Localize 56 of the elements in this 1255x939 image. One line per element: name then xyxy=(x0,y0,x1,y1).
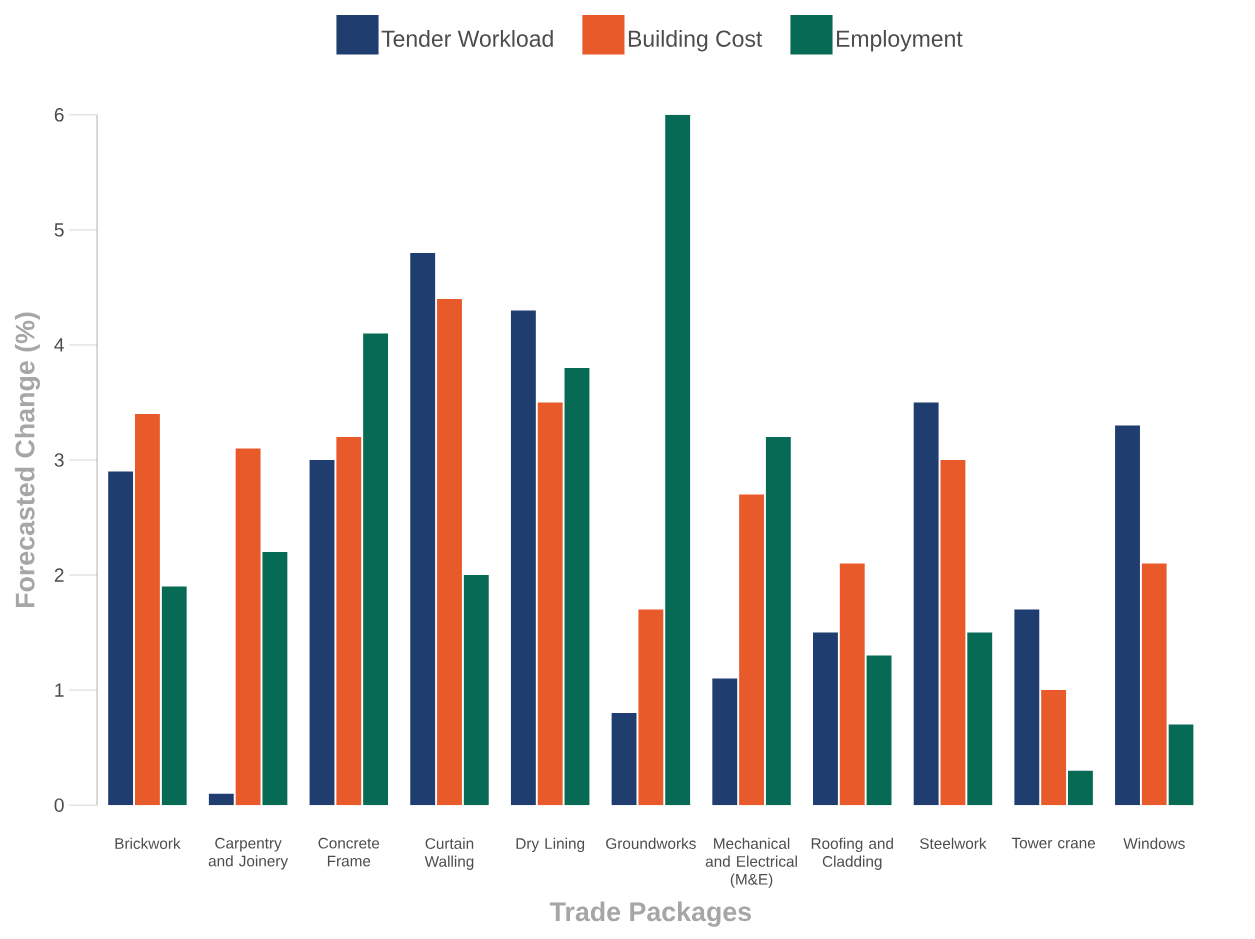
bar xyxy=(363,333,389,806)
y-tick-label: 4 xyxy=(54,338,64,352)
bar xyxy=(1041,690,1067,806)
bar xyxy=(813,632,838,806)
bar xyxy=(437,298,462,806)
bar xyxy=(208,793,234,806)
bar xyxy=(336,436,362,806)
y-axis-title: Forecasted Change (%) xyxy=(14,312,40,608)
bar xyxy=(134,413,160,806)
bar xyxy=(712,678,738,806)
bar xyxy=(1141,563,1167,806)
x-tick-label: Tower crane xyxy=(1011,837,1096,849)
bar xyxy=(967,632,993,806)
x-tick-label: Windows xyxy=(1123,837,1185,849)
legend-label: Employment xyxy=(836,29,963,52)
bar xyxy=(839,563,865,806)
y-tick-label: 3 xyxy=(54,453,64,467)
bar xyxy=(913,402,939,806)
y-tick-label: 1 xyxy=(55,683,64,697)
bar xyxy=(1014,609,1040,806)
bar xyxy=(235,448,261,806)
bar xyxy=(665,114,691,806)
y-tick-label: 2 xyxy=(54,568,64,582)
bar xyxy=(463,574,489,806)
bar xyxy=(1115,425,1140,806)
bar xyxy=(765,436,791,806)
x-tick-label: Mechanical and Electrical (M&E) xyxy=(705,837,797,888)
x-tick-label: Dry Lining xyxy=(516,837,585,852)
x-tick-label: Concrete Frame xyxy=(318,837,380,867)
bar xyxy=(940,459,966,806)
bar xyxy=(410,252,436,806)
legend-label: Building Cost xyxy=(628,29,763,52)
bar xyxy=(309,459,335,806)
y-tick-label: 5 xyxy=(54,223,64,237)
bar xyxy=(638,609,664,806)
bar xyxy=(739,494,764,806)
bar xyxy=(161,586,187,806)
bar xyxy=(108,471,134,806)
x-tick-label: Curtain Walling xyxy=(424,837,474,870)
x-tick-label: Carpentry and Joinery xyxy=(208,837,289,870)
bar xyxy=(262,551,288,806)
y-tick-label: 6 xyxy=(54,108,64,122)
x-tick-label: Groundworks xyxy=(606,837,696,849)
x-tick-label: Roofing and Cladding xyxy=(811,837,893,870)
x-axis-title: Trade Packages xyxy=(549,901,752,927)
bar xyxy=(611,713,637,806)
x-tick-label: Brickwork xyxy=(115,837,181,849)
y-tick-label: 0 xyxy=(54,798,64,812)
bar xyxy=(564,367,590,806)
legend-label: Tender Workload xyxy=(381,29,553,47)
bar xyxy=(537,402,563,806)
x-tick-label: Steelwork xyxy=(920,837,987,849)
bar xyxy=(1067,770,1093,806)
bar xyxy=(866,655,892,806)
bar xyxy=(510,310,536,806)
bar xyxy=(1168,724,1194,806)
